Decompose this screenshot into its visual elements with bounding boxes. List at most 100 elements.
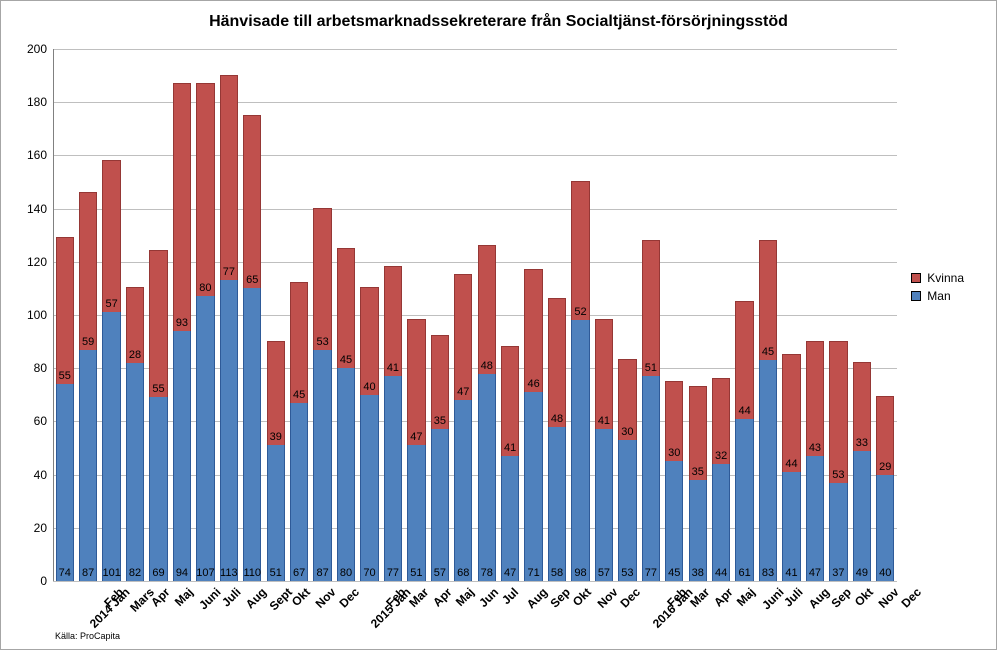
bar-value-man: 77 (384, 567, 402, 579)
legend-item: Kvinna (911, 271, 964, 285)
x-tick-label: Dec (336, 585, 361, 610)
bar-value-man: 61 (735, 567, 753, 579)
bar-seg-man (642, 375, 660, 581)
grid-line (53, 49, 897, 50)
bar-value-man: 69 (149, 567, 167, 579)
bar-seg-man (313, 349, 331, 581)
bar-seg-man (267, 444, 285, 581)
y-tick-label: 140 (27, 202, 47, 216)
bar-seg-kvinna (149, 250, 167, 397)
bar-value-kvinna: 33 (853, 437, 871, 449)
bar-value-kvinna: 29 (876, 461, 894, 473)
bar-value-man: 40 (876, 567, 894, 579)
x-tick-label: Apr (148, 585, 173, 610)
bar-value-man: 107 (196, 567, 214, 579)
bar-seg-man (220, 279, 238, 581)
legend-swatch (911, 291, 921, 301)
bar-seg-man (548, 426, 566, 581)
bar-seg-kvinna (313, 208, 331, 350)
x-tick-label: Aug (524, 585, 550, 611)
bar-seg-man (689, 479, 707, 581)
bar-value-man: 94 (173, 567, 191, 579)
bar-value-kvinna: 80 (196, 282, 214, 294)
bar-value-kvinna: 30 (665, 447, 683, 459)
bar-seg-kvinna (759, 240, 777, 361)
bar-seg-man (56, 383, 74, 581)
bar-value-man: 74 (56, 567, 74, 579)
bar-value-kvinna: 45 (290, 389, 308, 401)
bar-value-kvinna: 53 (313, 336, 331, 348)
bar-seg-kvinna (79, 192, 97, 350)
bar-value-kvinna: 39 (267, 431, 285, 443)
bar-value-man: 110 (243, 567, 261, 579)
x-tick-label: Juli (219, 585, 244, 610)
bar-value-kvinna: 51 (642, 362, 660, 374)
bar-value-kvinna: 55 (56, 370, 74, 382)
bar-value-man: 80 (337, 567, 355, 579)
y-tick-label: 120 (27, 255, 47, 269)
x-tick-label: Nov (594, 585, 620, 611)
bar-seg-man (454, 399, 472, 581)
y-tick-label: 200 (27, 42, 47, 56)
bar-seg-kvinna (243, 115, 261, 289)
bar-value-kvinna: 35 (689, 466, 707, 478)
bar-value-man: 45 (665, 567, 683, 579)
bar-seg-man (360, 394, 378, 581)
bar-seg-kvinna (267, 341, 285, 446)
bar-value-kvinna: 48 (548, 413, 566, 425)
x-tick-label: Maj (453, 585, 477, 609)
y-tick-label: 180 (27, 95, 47, 109)
bar-value-man: 51 (267, 567, 285, 579)
bar-value-man: 67 (290, 567, 308, 579)
bar-seg-man (759, 359, 777, 581)
source-note: Källa: ProCapita (55, 631, 120, 641)
chart-title: Hänvisade till arbetsmarknadssekreterare… (1, 13, 996, 31)
x-tick-label: Jul (499, 585, 521, 607)
bar-value-kvinna: 45 (337, 354, 355, 366)
bar-seg-kvinna (478, 245, 496, 374)
bar-seg-man (782, 471, 800, 581)
bar-value-man: 44 (712, 567, 730, 579)
y-tick-label: 40 (34, 468, 47, 482)
bar-seg-man (524, 391, 542, 581)
bar-value-man: 58 (548, 567, 566, 579)
bar-value-kvinna: 59 (79, 336, 97, 348)
bar-value-man: 51 (407, 567, 425, 579)
bar-value-man: 47 (806, 567, 824, 579)
bar-seg-man (407, 444, 425, 581)
grid-line (53, 581, 897, 582)
x-tick-label: Apr (430, 585, 455, 610)
bar-seg-kvinna (56, 237, 74, 384)
bar-value-kvinna: 47 (407, 431, 425, 443)
bar-seg-man (79, 349, 97, 581)
bar-seg-man (126, 362, 144, 581)
bar-value-kvinna: 55 (149, 383, 167, 395)
x-tick-label: Sep (829, 585, 854, 610)
bar-value-kvinna: 32 (712, 450, 730, 462)
bar-seg-kvinna (454, 274, 472, 400)
chart-container: Hänvisade till arbetsmarknadssekreterare… (0, 0, 997, 650)
bar-value-kvinna: 47 (454, 386, 472, 398)
bar-value-kvinna: 41 (595, 415, 613, 427)
bar-seg-man (196, 295, 214, 581)
bar-value-kvinna: 44 (782, 458, 800, 470)
x-tick-label: Dec (899, 585, 924, 610)
x-tick-label: Mar (688, 585, 713, 610)
bar-seg-man (665, 460, 683, 581)
bar-seg-man (501, 455, 519, 581)
bar-value-kvinna: 48 (478, 360, 496, 372)
bar-value-kvinna: 57 (102, 298, 120, 310)
bar-value-man: 70 (360, 567, 378, 579)
bar-value-man: 82 (126, 567, 144, 579)
bar-value-kvinna: 52 (571, 306, 589, 318)
bar-value-kvinna: 28 (126, 349, 144, 361)
bar-seg-man (876, 474, 894, 581)
bar-value-man: 77 (642, 567, 660, 579)
x-tick-label: Okt (851, 585, 875, 609)
legend: KvinnaMan (911, 271, 964, 307)
bar-seg-man (571, 319, 589, 581)
x-tick-label: Nov (313, 585, 339, 611)
bar-seg-kvinna (173, 83, 191, 331)
bar-seg-kvinna (806, 341, 824, 456)
bar-seg-kvinna (290, 282, 308, 403)
